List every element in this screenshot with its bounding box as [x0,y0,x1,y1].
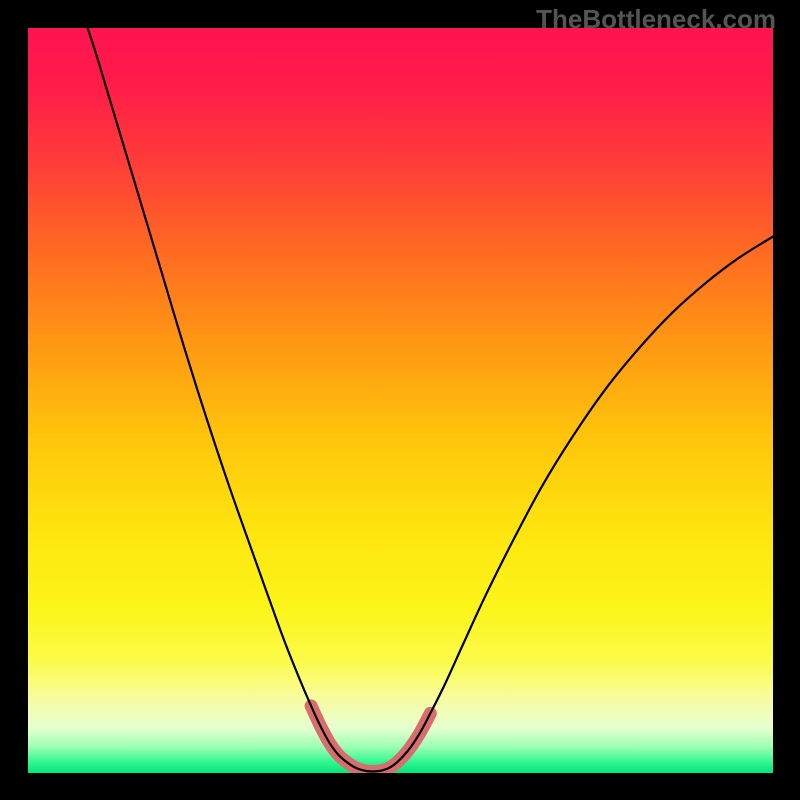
plot-background [28,28,773,773]
bottleneck-curve-plot [28,28,773,773]
watermark-text: TheBottleneck.com [536,4,776,35]
